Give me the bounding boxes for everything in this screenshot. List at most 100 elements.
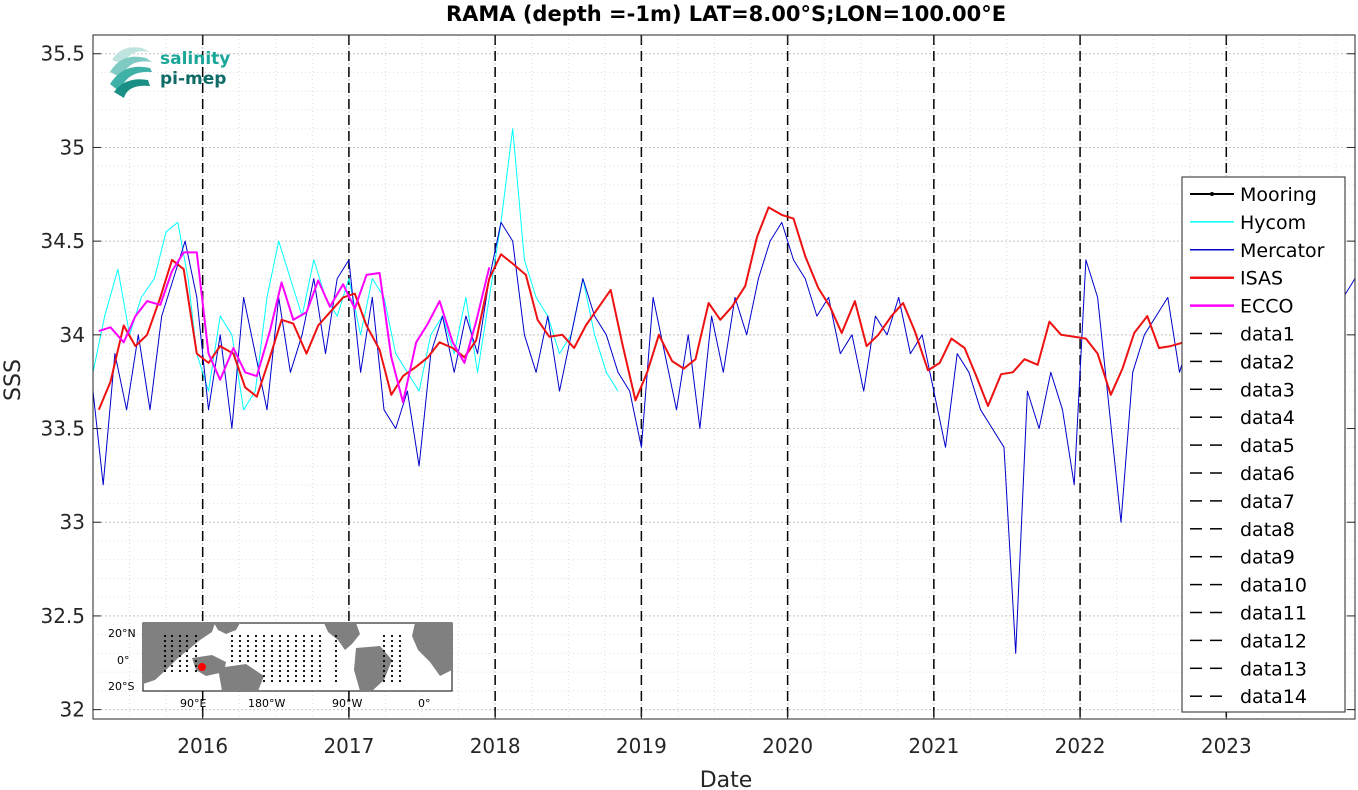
map-array-dot — [270, 674, 274, 678]
map-array-dot — [254, 659, 258, 663]
map-array-dot — [286, 659, 290, 663]
legend-label: data5 — [1240, 435, 1295, 457]
map-array-dot — [170, 644, 174, 648]
map-array-dot — [178, 649, 182, 653]
map-array-dot — [238, 649, 242, 653]
map-array-dot — [294, 669, 298, 673]
asia-landmass — [143, 623, 215, 684]
map-array-dot — [302, 664, 306, 668]
map-array-dot — [262, 649, 266, 653]
map-array-dot — [390, 659, 394, 663]
map-array-dot — [262, 654, 266, 658]
y-tick-label: 32.5 — [40, 604, 85, 628]
map-array-dot — [286, 654, 290, 658]
salinity-pi-mep-logo: salinity pi-mep — [110, 47, 230, 98]
series-line-mercator — [92, 221, 1356, 654]
x-tick-labels: 2016 2017 2018 2019 2020 2021 2022 2023 — [177, 734, 1252, 758]
map-array-dot — [278, 679, 282, 683]
series-line-ecco — [98, 251, 491, 404]
map-array-dot — [246, 659, 250, 663]
map-array-dot — [170, 634, 174, 638]
y-tick-label: 32 — [60, 698, 85, 722]
map-array-dot — [310, 679, 314, 683]
legend-entry-data14: data14 — [1190, 686, 1307, 708]
map-array-dot — [382, 659, 386, 663]
legend-label: Mercator — [1240, 240, 1325, 262]
map-array-dot — [270, 644, 274, 648]
map-array-dot — [163, 654, 167, 658]
map-array-dot — [334, 639, 338, 643]
map-array-dot — [318, 639, 322, 643]
x-tick-label: 2023 — [1201, 734, 1252, 758]
legend-entry-mercator: Mercator — [1190, 240, 1325, 262]
australia-landmass — [218, 664, 264, 691]
legend-label: data12 — [1240, 630, 1307, 652]
map-array-dot — [254, 644, 258, 648]
east-asia-landmass — [214, 623, 240, 634]
map-array-dot — [270, 664, 274, 668]
map-array-dot — [334, 664, 338, 668]
south-america-landmass — [354, 646, 392, 691]
x-tick-label: 2018 — [470, 734, 521, 758]
y-tick-label: 35.5 — [40, 42, 85, 66]
map-array-dot — [278, 639, 282, 643]
map-array-dot — [382, 649, 386, 653]
map-array-dot — [390, 674, 394, 678]
legend-label: data4 — [1240, 407, 1295, 429]
map-array-dot — [270, 659, 274, 663]
map-array-dot — [398, 664, 402, 668]
y-tick-label: 33.5 — [40, 417, 85, 441]
map-array-dot — [178, 634, 182, 638]
map-lat-20s: 20°S — [108, 680, 134, 693]
map-array-dot — [294, 644, 298, 648]
map-array-dot — [318, 664, 322, 668]
x-axis-title: Date — [700, 768, 753, 790]
map-array-dot — [178, 664, 182, 668]
legend-entry-data3: data3 — [1190, 379, 1295, 401]
map-array-dot — [302, 669, 306, 673]
map-array-dot — [178, 644, 182, 648]
map-array-dot — [286, 634, 290, 638]
map-array-dot — [382, 644, 386, 648]
mooring-location-marker — [198, 663, 206, 671]
legend-entry-data13: data13 — [1190, 658, 1307, 680]
map-array-dot — [390, 649, 394, 653]
map-array-dot — [270, 649, 274, 653]
legend-entry-mooring: Mooring — [1190, 184, 1317, 206]
legend-entry-data7: data7 — [1190, 491, 1295, 513]
legend-label: data2 — [1240, 351, 1295, 373]
legend-entry-hycom: Hycom — [1190, 212, 1306, 234]
logo-line2: pi-mep — [160, 69, 226, 89]
map-array-dot — [318, 669, 322, 673]
map-array-dot — [310, 634, 314, 638]
legend-entry-data9: data9 — [1190, 547, 1295, 569]
map-array-dot — [382, 654, 386, 658]
map-array-dot — [278, 634, 282, 638]
map-array-dot — [262, 644, 266, 648]
map-array-dot — [185, 634, 189, 638]
map-array-dot — [334, 654, 338, 658]
map-array-dot — [382, 639, 386, 643]
plot-frame — [92, 34, 1356, 720]
map-array-dot — [270, 634, 274, 638]
map-array-dot — [286, 669, 290, 673]
axis-ticks — [93, 35, 1355, 719]
map-array-dot — [302, 644, 306, 648]
map-array-dot — [270, 639, 274, 643]
map-array-dot — [270, 679, 274, 683]
map-array-dot — [302, 654, 306, 658]
map-array-dot — [194, 644, 198, 648]
map-array-dot — [170, 639, 174, 643]
legend-label: data13 — [1240, 658, 1307, 680]
map-array-dot — [398, 649, 402, 653]
map-array-dot — [390, 644, 394, 648]
map-array-dot — [238, 634, 242, 638]
legend-label: ISAS — [1240, 268, 1283, 290]
map-array-dot — [390, 664, 394, 668]
map-array-dot — [278, 649, 282, 653]
map-array-dot — [163, 649, 167, 653]
legend-label: data6 — [1240, 463, 1295, 485]
legend-entry-data8: data8 — [1190, 519, 1295, 541]
map-array-dot — [185, 654, 189, 658]
map-array-dot — [286, 639, 290, 643]
